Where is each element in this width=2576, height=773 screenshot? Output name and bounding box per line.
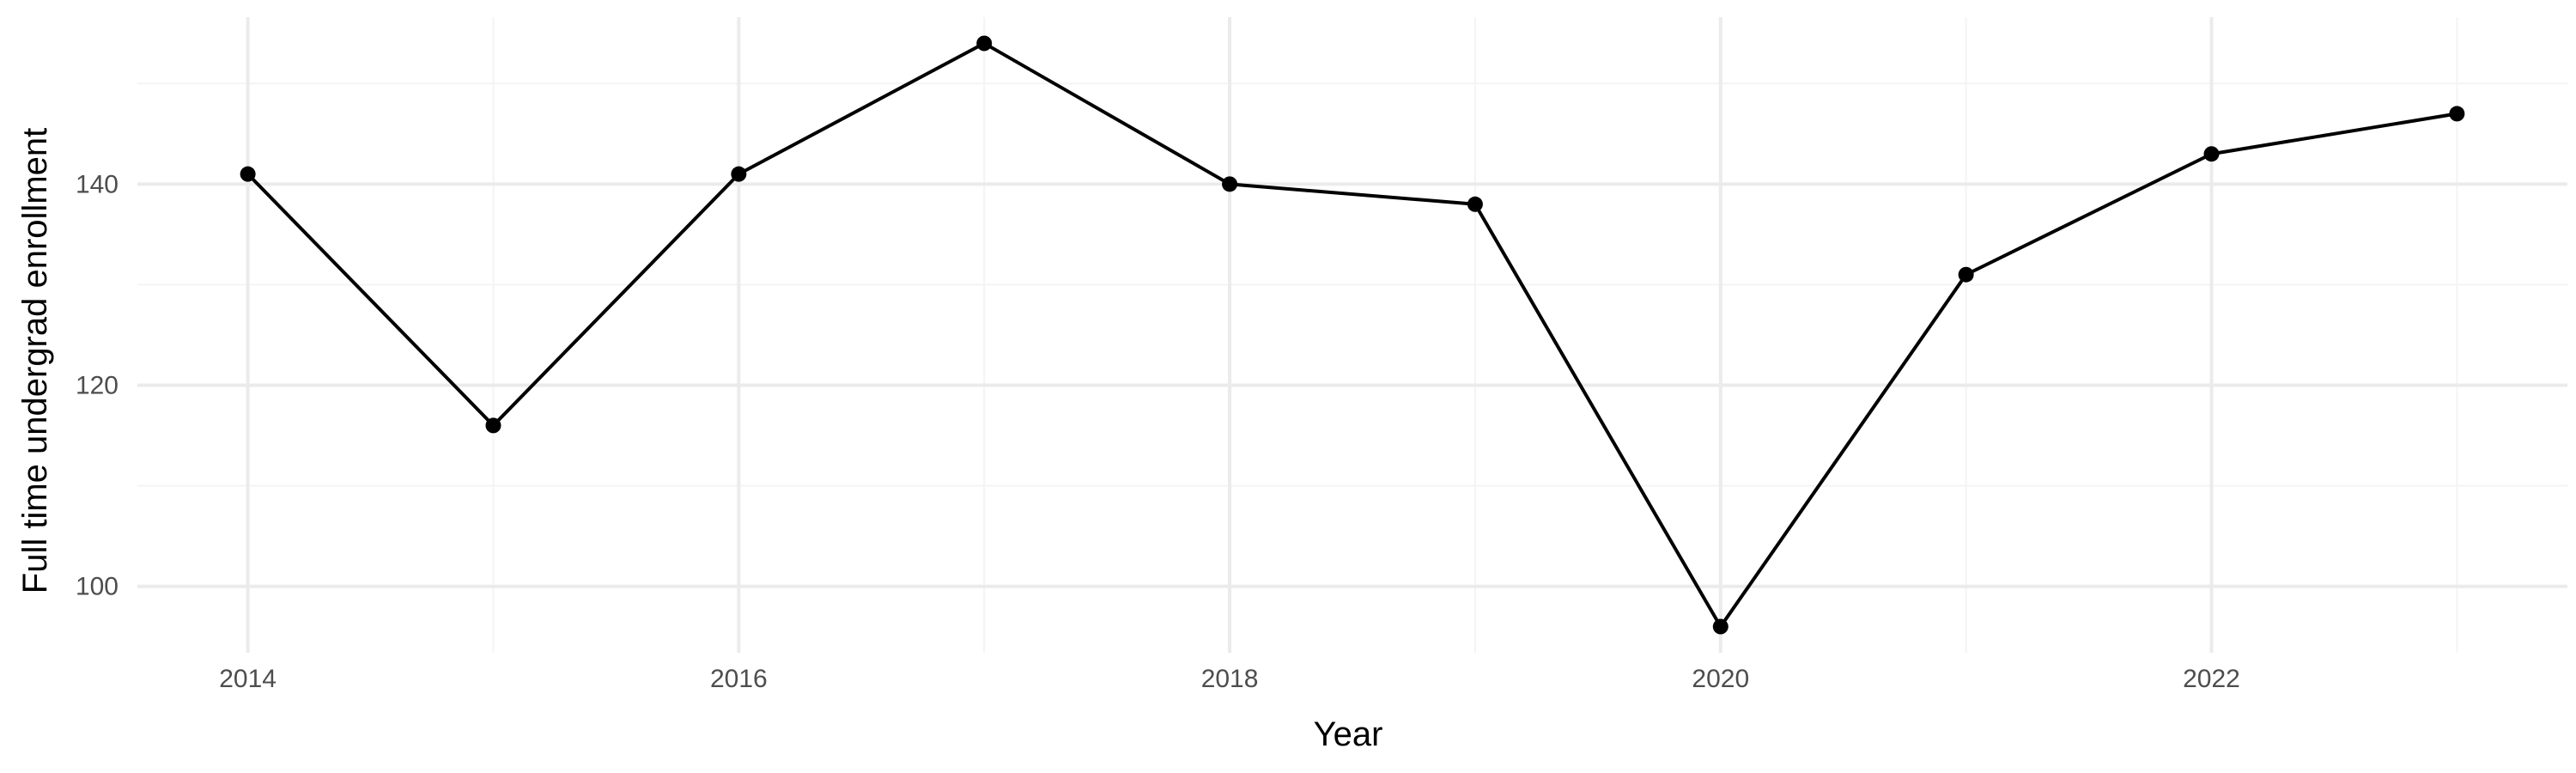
data-point — [731, 166, 747, 182]
series-line — [246, 41, 2458, 629]
y-tick-label: 100 — [76, 573, 118, 601]
x-tick-label: 2022 — [2183, 665, 2240, 693]
data-point — [485, 417, 501, 434]
data-point — [2203, 146, 2220, 162]
data-point — [2449, 106, 2465, 122]
x-tick-label: 2020 — [1692, 665, 1749, 693]
x-tick-label: 2016 — [710, 665, 768, 693]
x-axis-tick-labels: 2014 2016 2018 2020 2022 — [219, 665, 2240, 693]
x-tick-label: 2014 — [219, 665, 276, 693]
minor-gridlines — [137, 17, 2567, 653]
major-gridlines — [137, 17, 2567, 653]
x-axis-title: Year — [1314, 715, 1383, 753]
data-point — [1222, 176, 1238, 192]
data-point — [976, 35, 993, 52]
y-axis-title: Full time undergrad enrollment — [16, 128, 54, 593]
data-point — [1958, 266, 1974, 283]
y-tick-label: 140 — [76, 170, 118, 198]
y-tick-label: 120 — [76, 372, 118, 400]
series-layer — [240, 35, 2465, 635]
data-point — [240, 166, 256, 182]
data-point — [1467, 196, 1483, 212]
x-tick-label: 2018 — [1201, 665, 1259, 693]
data-point — [1712, 618, 1728, 635]
y-axis-tick-labels: 100 120 140 — [76, 170, 118, 600]
